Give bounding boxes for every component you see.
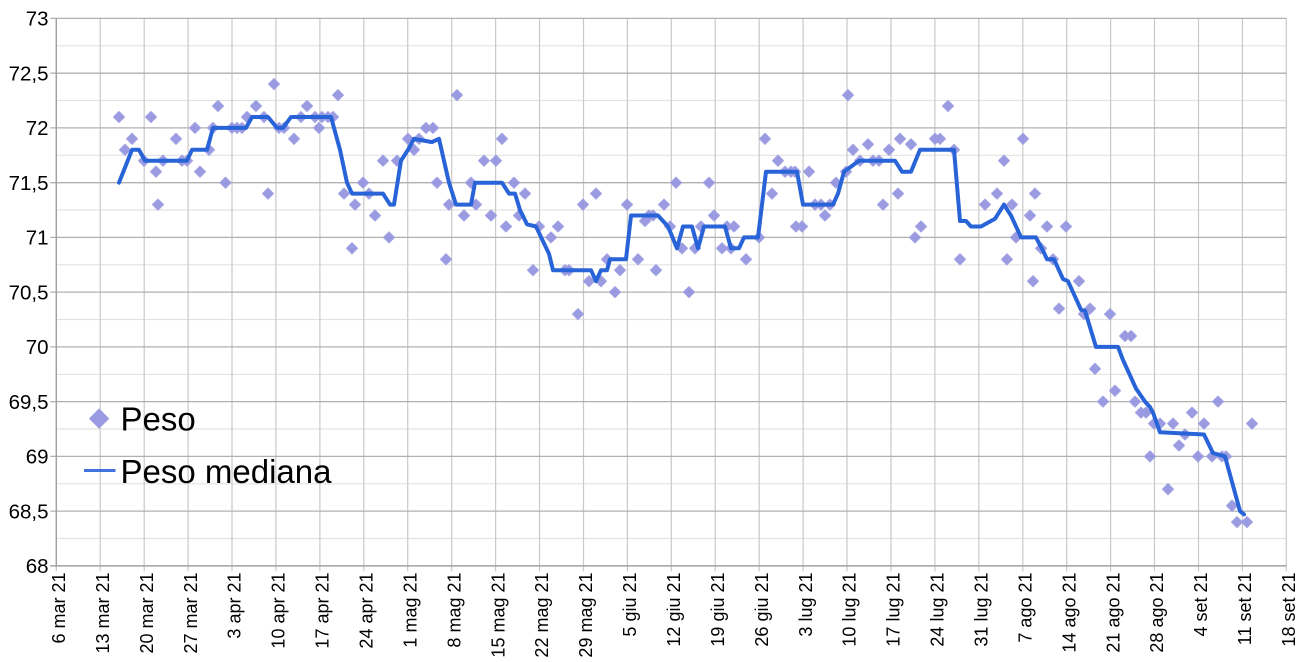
svg-text:8 mag 21: 8 mag 21 <box>444 573 464 648</box>
svg-text:71: 71 <box>26 227 49 250</box>
svg-text:Peso: Peso <box>121 401 196 438</box>
svg-text:20 mar 21: 20 mar 21 <box>137 573 157 654</box>
svg-text:14 ago 21: 14 ago 21 <box>1059 573 1079 653</box>
svg-text:10 apr 21: 10 apr 21 <box>269 573 289 649</box>
svg-text:70,5: 70,5 <box>9 281 49 304</box>
svg-text:4 set 21: 4 set 21 <box>1191 573 1211 637</box>
svg-text:12 giu 21: 12 giu 21 <box>664 573 684 647</box>
svg-text:28 ago 21: 28 ago 21 <box>1147 573 1167 653</box>
svg-text:19 giu 21: 19 giu 21 <box>708 573 728 647</box>
svg-text:11 set 21: 11 set 21 <box>1235 573 1255 646</box>
svg-text:22 mag 21: 22 mag 21 <box>532 573 552 658</box>
svg-text:69,5: 69,5 <box>9 391 49 414</box>
svg-text:7 ago 21: 7 ago 21 <box>1016 573 1036 643</box>
svg-text:27 mar 21: 27 mar 21 <box>181 573 201 654</box>
svg-text:10 lug 21: 10 lug 21 <box>840 573 860 647</box>
svg-text:21 ago 21: 21 ago 21 <box>1103 573 1123 653</box>
svg-text:24 apr 21: 24 apr 21 <box>357 573 377 649</box>
svg-text:Peso mediana: Peso mediana <box>121 453 333 490</box>
svg-text:3 apr 21: 3 apr 21 <box>225 573 245 639</box>
svg-text:17 lug 21: 17 lug 21 <box>884 573 904 647</box>
svg-text:29 mag 21: 29 mag 21 <box>576 573 596 658</box>
svg-text:15 mag 21: 15 mag 21 <box>488 573 508 658</box>
svg-text:72: 72 <box>26 117 49 140</box>
svg-text:18 set 21: 18 set 21 <box>1279 573 1299 647</box>
svg-text:31 lug 21: 31 lug 21 <box>972 573 992 647</box>
svg-text:17 apr 21: 17 apr 21 <box>313 573 333 649</box>
svg-text:70: 70 <box>26 336 49 359</box>
svg-text:72,5: 72,5 <box>9 63 49 86</box>
svg-text:6 mar 21: 6 mar 21 <box>49 573 69 644</box>
svg-text:73: 73 <box>26 8 49 31</box>
svg-text:24 lug 21: 24 lug 21 <box>928 573 948 647</box>
svg-text:68: 68 <box>26 555 49 578</box>
svg-text:68,5: 68,5 <box>9 500 49 523</box>
svg-text:13 mar 21: 13 mar 21 <box>93 573 113 654</box>
svg-text:69: 69 <box>26 446 49 469</box>
svg-text:1 mag 21: 1 mag 21 <box>400 573 420 648</box>
svg-text:3 lug 21: 3 lug 21 <box>796 573 816 637</box>
svg-text:71,5: 71,5 <box>9 172 49 195</box>
svg-text:26 giu 21: 26 giu 21 <box>752 573 772 647</box>
svg-text:5 giu 21: 5 giu 21 <box>620 573 640 637</box>
